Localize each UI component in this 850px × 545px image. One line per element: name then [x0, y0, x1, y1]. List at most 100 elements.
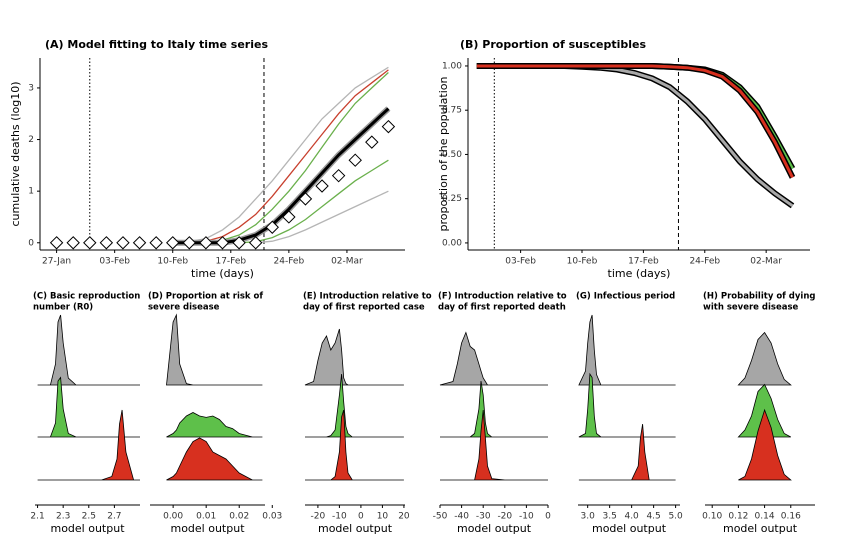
y-axis-label: cumulative deaths (log10)	[9, 82, 22, 227]
x-axis-label: model output	[457, 522, 532, 535]
panel-title: with severe disease	[703, 303, 799, 313]
line-outline	[476, 63, 795, 209]
data-point	[99, 236, 114, 250]
density	[578, 423, 676, 481]
line-outline	[476, 63, 796, 171]
data-point	[381, 119, 396, 134]
data-point	[232, 236, 246, 250]
x-tick-label: -50	[433, 512, 448, 522]
line-outline	[172, 106, 391, 246]
panel-title: day of first reported death	[438, 303, 566, 313]
x-tick-label: 02-Mar	[331, 257, 363, 267]
panel-title: severe disease	[148, 303, 220, 313]
data-point	[49, 236, 64, 250]
density	[737, 331, 792, 386]
data-point	[331, 168, 346, 183]
x-tick-label: 17-Feb	[628, 257, 659, 267]
x-tick-label: 4.5	[646, 512, 660, 522]
x-tick-label: 02-Mar	[750, 257, 782, 267]
x-tick-label: 03-Feb	[505, 257, 536, 267]
line	[476, 64, 794, 179]
line	[255, 190, 389, 244]
panel-title: (D) Proportion at risk of	[148, 292, 263, 302]
density	[439, 331, 548, 386]
y-tick-label: 1	[28, 187, 34, 197]
y-tick-label: 2	[28, 135, 34, 145]
x-tick-label: 20	[398, 512, 410, 522]
x-tick-label: 4.0	[624, 512, 639, 522]
x-tick-label: 17-Feb	[215, 257, 246, 267]
x-tick-label: 0.10	[702, 512, 722, 522]
density	[37, 376, 140, 438]
data-point	[182, 236, 197, 250]
line-outline	[476, 63, 796, 179]
data-point	[298, 192, 313, 206]
x-tick-label: 03-Feb	[99, 257, 130, 267]
x-tick-label: -30	[476, 512, 491, 522]
x-tick-label: 0.14	[755, 512, 775, 522]
data-point	[132, 236, 147, 250]
data-point	[149, 236, 163, 250]
data-point	[166, 236, 180, 250]
line	[239, 159, 389, 244]
y-tick-label: 0	[28, 238, 34, 248]
x-tick-label: 0.16	[781, 512, 801, 522]
x-tick-label: -20	[497, 512, 512, 522]
density	[166, 313, 263, 386]
x-tick-label: -10	[332, 512, 347, 522]
x-tick-label: 10-Feb	[157, 257, 188, 267]
x-tick-label: 5.0	[668, 512, 683, 522]
data-point	[348, 153, 362, 167]
x-tick-label: 0.01	[196, 512, 216, 522]
line	[172, 66, 389, 244]
data-point	[315, 179, 329, 193]
data-point	[199, 236, 213, 250]
x-tick-label: 3.5	[602, 512, 616, 522]
x-tick-label: 2.7	[107, 512, 121, 522]
x-axis-label: time (days)	[608, 267, 671, 280]
data-point	[116, 236, 130, 250]
x-tick-label: 10	[377, 512, 389, 522]
density	[578, 314, 676, 386]
x-tick-label: 24-Feb	[689, 257, 720, 267]
density	[440, 409, 548, 481]
line	[476, 64, 794, 208]
density	[304, 328, 404, 386]
panel-title: (F) Introduction relative to	[438, 292, 567, 302]
y-tick-label: 0.75	[442, 106, 462, 116]
panel-title: day of first reported case	[303, 303, 425, 313]
data-point	[282, 210, 296, 224]
data-point	[248, 236, 263, 250]
panel-title: (H) Probability of dying	[703, 292, 815, 302]
x-tick-label: -40	[454, 512, 469, 522]
x-tick-label: 2.3	[56, 512, 70, 522]
density	[305, 409, 404, 481]
density	[166, 437, 263, 481]
y-tick-label: 1.00	[442, 61, 462, 71]
density	[738, 408, 792, 481]
y-tick-label: 0.00	[442, 238, 462, 248]
x-axis-label: time (days)	[191, 267, 254, 280]
line	[476, 64, 794, 170]
panel-title: (A) Model fitting to Italy time series	[45, 38, 268, 51]
x-tick-label: 0.02	[229, 512, 249, 522]
x-tick-label: 10-Feb	[567, 257, 598, 267]
x-axis-label: model output	[318, 522, 393, 535]
data-point	[215, 236, 230, 250]
x-axis-label: model output	[723, 522, 798, 535]
density	[37, 409, 140, 481]
panel-title: (E) Introduction relative to	[303, 292, 432, 302]
line	[172, 107, 390, 245]
panel-title: number (R0)	[33, 303, 93, 313]
panel-title: (G) Infectious period	[576, 292, 675, 302]
x-tick-label: 0	[545, 512, 551, 522]
x-tick-label: -10	[519, 512, 534, 522]
density	[578, 372, 676, 438]
data-point	[265, 220, 279, 234]
density	[37, 314, 140, 386]
data-point	[83, 236, 97, 250]
x-tick-label: -20	[311, 512, 326, 522]
x-axis-label: model output	[592, 522, 667, 535]
panel-title: (C) Basic reproduction	[33, 292, 140, 302]
